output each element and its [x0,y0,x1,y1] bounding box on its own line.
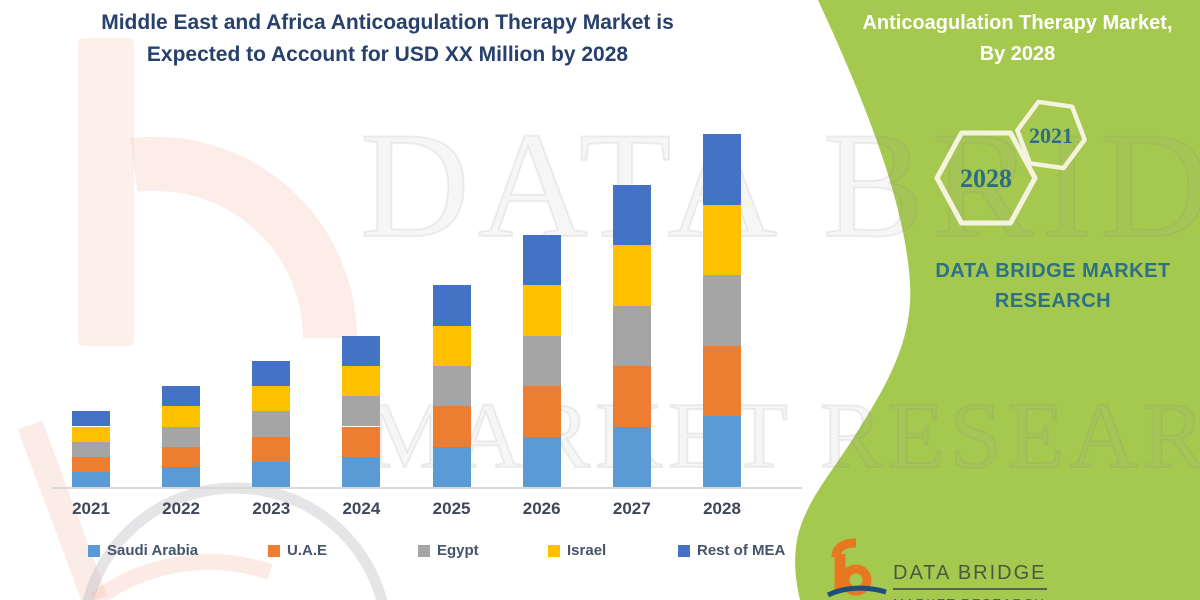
legend-label: Israel [567,542,607,559]
legend-label: Rest of MEA [697,542,786,559]
panel-heading-line2: By 2028 [979,43,1056,65]
bar-segment-2025-egypt [432,366,471,407]
bar-segment-2023-rest-of-mea [252,361,291,387]
bar-segment-2028-saudi-arabia [703,416,741,487]
x-axis-label-2024: 2024 [342,499,381,518]
bar-segment-2027-rest-of-mea [612,184,651,246]
bar-segment-2022-saudi-arabia [162,466,201,487]
logo-tagline: MARKET RESEARCH [893,596,1045,600]
bar-segment-2026-egypt [522,335,561,387]
legend-swatch [548,544,560,557]
chart-title: Middle East and Africa Anticoagulation T… [55,7,720,70]
bar-segment-2024-saudi-arabia [342,456,381,487]
data-bridge-logo-icon [826,538,887,598]
bar-segment-2026-rest-of-mea [522,235,561,286]
bar-segment-2026-u-a-e [522,386,561,437]
chart-title-line2: Expected to Account for USD XX Million b… [146,42,629,66]
bar-segment-2022-egypt [162,426,201,447]
panel-heading-line1: Anticoagulation Therapy Market, [862,12,1173,34]
bar-segment-2022-u-a-e [162,446,201,467]
bar-segment-2027-saudi-arabia [612,426,651,487]
bar-segment-2021-u-a-e [72,456,110,472]
legend-swatch [418,544,430,557]
legend-item-egypt: Egypt [418,542,479,559]
bar-segment-2022-israel [162,406,201,427]
logo-wordmark: DATA BRIDGE [893,562,1047,590]
x-axis-line [52,487,802,489]
hexagon-2021-label: 2021 [1029,123,1073,148]
panel-heading: Anticoagulation Therapy Market, By 2028 [845,8,1190,70]
bar-segment-2024-egypt [342,396,381,427]
bar-segment-2025-saudi-arabia [432,446,471,487]
bar-segment-2027-u-a-e [612,366,651,427]
bar-segment-2021-israel [72,426,110,442]
legend-label: Saudi Arabia [107,542,199,559]
bar-segment-2027-israel [612,245,651,306]
legend-item-israel: Israel [548,542,606,559]
x-axis-label-2021: 2021 [72,499,110,518]
x-axis-label-2022: 2022 [162,499,200,518]
legend-label: Egypt [437,542,479,559]
bar-segment-2024-u-a-e [342,426,381,457]
bar-segment-2028-israel [703,204,741,276]
legend-label: U.A.E [287,542,328,559]
legend-swatch [88,544,100,557]
bar-segment-2023-israel [252,386,291,412]
bar-segment-2023-saudi-arabia [252,461,291,487]
bar-segment-2025-israel [432,325,471,366]
bar-segment-2021-egypt [72,441,110,457]
bar-segment-2023-egypt [252,411,291,437]
x-axis-label-2025: 2025 [432,499,471,518]
x-axis-label-2028: 2028 [703,499,741,518]
bar-segment-2021-rest-of-mea [72,411,110,427]
bar-segment-2028-u-a-e [703,345,741,417]
x-axis-label-2026: 2026 [522,499,561,518]
bar-segment-2022-rest-of-mea [162,386,201,407]
legend-swatch [678,544,690,557]
bar-segment-2024-israel [342,366,381,397]
legend-item-saudi-arabia: Saudi Arabia [88,542,198,559]
bar-segment-2023-u-a-e [252,436,291,462]
chart-title-line1: Middle East and Africa Anticoagulation T… [101,11,674,34]
x-axis-label-2027: 2027 [612,499,651,518]
bar-segment-2025-u-a-e [432,406,471,447]
legend-swatch [268,544,280,557]
hexagon-2028-label: 2028 [960,164,1012,193]
legend-item-rest-of-mea: Rest of MEA [678,542,785,559]
bar-segment-2028-egypt [703,275,741,346]
brand-name: DATA BRIDGE MARKET RESEARCH [935,260,1171,312]
bar-segment-2025-rest-of-mea [432,285,471,326]
bar-segment-2026-israel [522,285,561,336]
hexagon-years-graphic: 2021 2028 [934,99,1087,226]
bar-segment-2024-rest-of-mea [342,335,381,366]
bar-segment-2027-egypt [612,305,651,367]
bar-segment-2026-saudi-arabia [522,436,561,487]
bar-segment-2021-saudi-arabia [72,471,110,487]
legend-item-u-a-e: U.A.E [268,542,327,559]
bar-segment-2028-rest-of-mea [703,134,741,205]
x-axis-label-2023: 2023 [252,499,291,518]
